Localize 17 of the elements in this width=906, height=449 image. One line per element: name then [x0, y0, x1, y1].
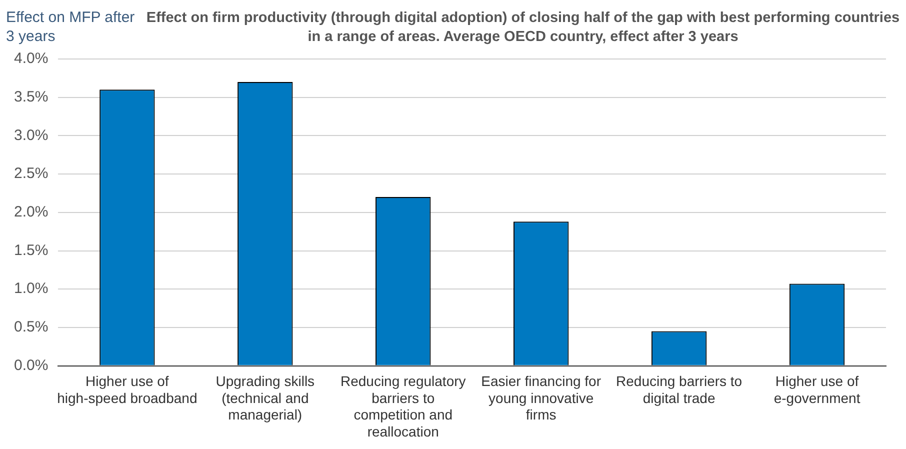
y-tick-label: 2.0% — [14, 204, 48, 221]
y-tick-label: 2.5% — [14, 165, 48, 182]
y-tick-label: 3.0% — [14, 126, 48, 144]
y-tick-label: 0.5% — [14, 318, 48, 336]
x-tick-label: Higher use of e-government — [774, 373, 860, 406]
y-tick-label: 0.0% — [14, 356, 48, 374]
y-tick-label: 1.0% — [14, 280, 48, 298]
y-tick-label: 4.0% — [14, 50, 48, 68]
x-tick-label: Higher use of high-speed broadband — [57, 373, 198, 406]
x-tick-label: Easier financing for young innovative firms — [481, 373, 602, 423]
x-tick-label: Reducing barriers to digital trade — [616, 373, 742, 406]
y-tick-label: 3.5% — [14, 88, 48, 106]
x-tick-label: Reducing regulatory barriers to competition and reallocation — [340, 373, 466, 440]
chart-title: Effect on firm productivity (through digital adoption) of closing half of the gap with best performing countries in a range of areas. Average OECD country, effect after 3 years — [145, 9, 901, 47]
x-tick-label: Upgrading skills (technical and managerial) — [216, 373, 315, 423]
y-tick-label: 1.5% — [14, 242, 48, 259]
y-axis-title: Effect on MFP after 3 years — [6, 8, 136, 46]
